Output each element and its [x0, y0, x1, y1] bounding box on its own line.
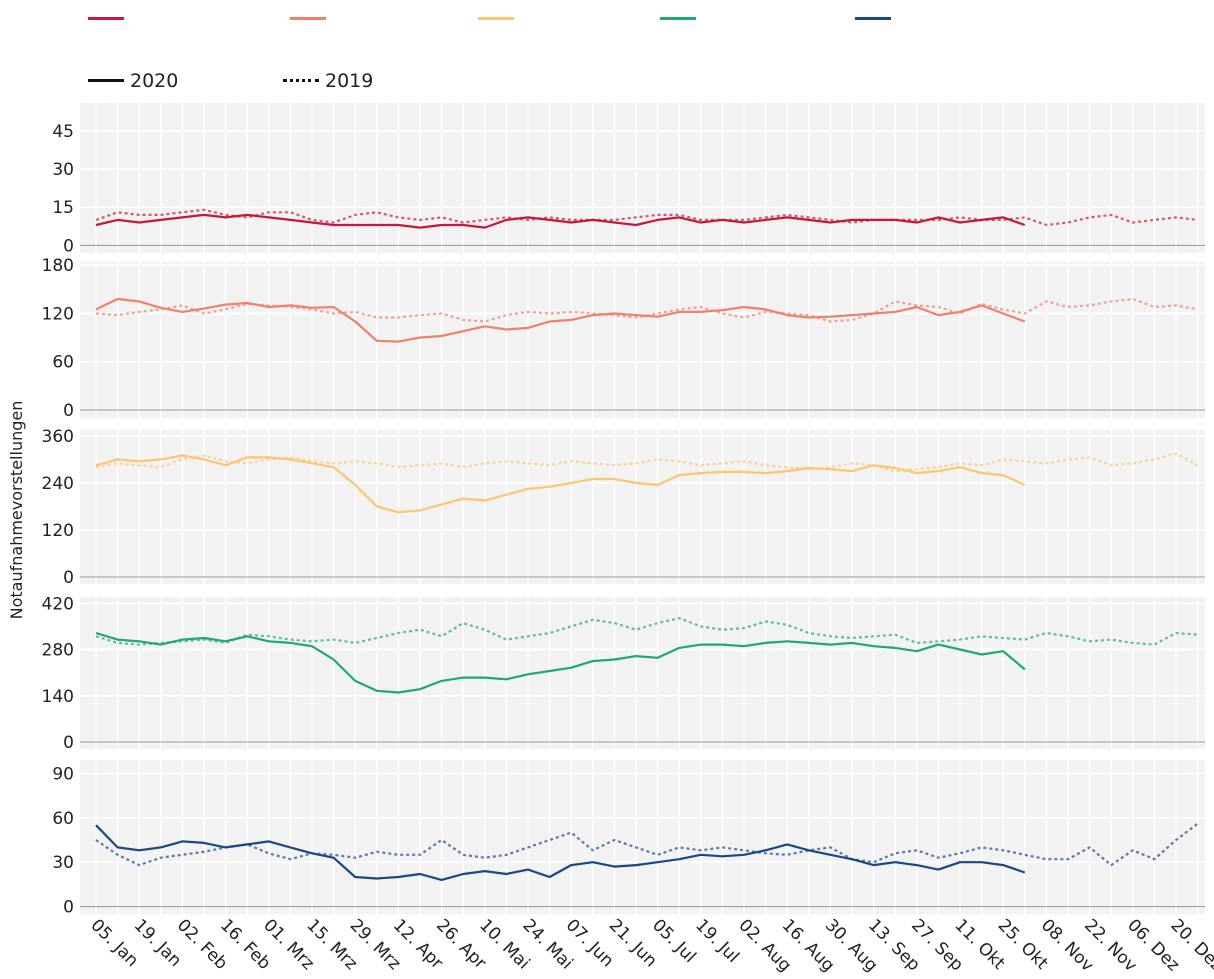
legend-swatch [290, 17, 326, 20]
x-tick-label: 05. Jan [86, 915, 142, 971]
plot-background [80, 597, 1205, 749]
legend-label: 2019 [325, 70, 374, 92]
series-line [95, 452, 1199, 473]
series-line [95, 213, 1026, 229]
y-tick-label: 280 [42, 641, 74, 661]
y-tick-label: 0 [63, 898, 74, 918]
plot-background [80, 430, 1205, 584]
legend-swatch [660, 17, 696, 20]
series-line [95, 297, 1198, 323]
y-tick-label: 0 [63, 236, 74, 256]
series-line [95, 631, 1026, 694]
plot-background [80, 262, 1205, 418]
legend-label: 2020 [130, 70, 179, 92]
y-tick-label: 120 [42, 304, 74, 324]
legend-item: 2019 [283, 68, 373, 94]
y-tick-label: 420 [42, 594, 74, 614]
legend-item [88, 6, 130, 20]
plot-background [80, 103, 1205, 253]
legend-item [660, 6, 702, 20]
x-tick-label: 21. Jun [605, 915, 661, 971]
legend-swatch [283, 79, 319, 82]
legend-swatch [855, 17, 891, 20]
series-line [95, 617, 1198, 646]
legend-item [855, 6, 897, 20]
y-tick-label: 0 [63, 401, 74, 421]
y-tick-label: 45 [52, 122, 74, 142]
legend-item [290, 6, 332, 20]
y-tick-label: 60 [52, 353, 74, 373]
y-tick-label: 120 [42, 521, 74, 541]
y-tick-label: 15 [52, 198, 74, 218]
legend-swatch [88, 17, 124, 20]
legend-swatch [478, 17, 514, 20]
series-line [95, 208, 1198, 227]
y-tick-label: 140 [42, 687, 74, 707]
y-tick-label: 90 [52, 764, 74, 784]
y-tick-label: 0 [63, 568, 74, 588]
x-tick-label: 19. Jan [130, 915, 186, 971]
series-line [95, 822, 1199, 867]
y-tick-label: 30 [52, 160, 74, 180]
legend: 2020 2019 [0, 0, 1214, 100]
legend-item: 2020 [88, 68, 178, 94]
y-tick-label: 30 [52, 853, 74, 873]
series-line [95, 454, 1026, 514]
y-tick-label: 60 [52, 809, 74, 829]
y-tick-label: 360 [42, 427, 74, 447]
y-tick-label: 180 [42, 256, 74, 276]
plot-background [80, 760, 1205, 914]
legend-item [478, 6, 520, 20]
legend-swatch [88, 79, 124, 82]
y-tick-label: 0 [63, 733, 74, 753]
y-tick-label: 240 [42, 474, 74, 494]
x-tick-label: 19. Jul [691, 915, 743, 967]
y-axis-label: Notaufnahmevorstellungen [7, 401, 26, 620]
series-line [95, 824, 1026, 881]
